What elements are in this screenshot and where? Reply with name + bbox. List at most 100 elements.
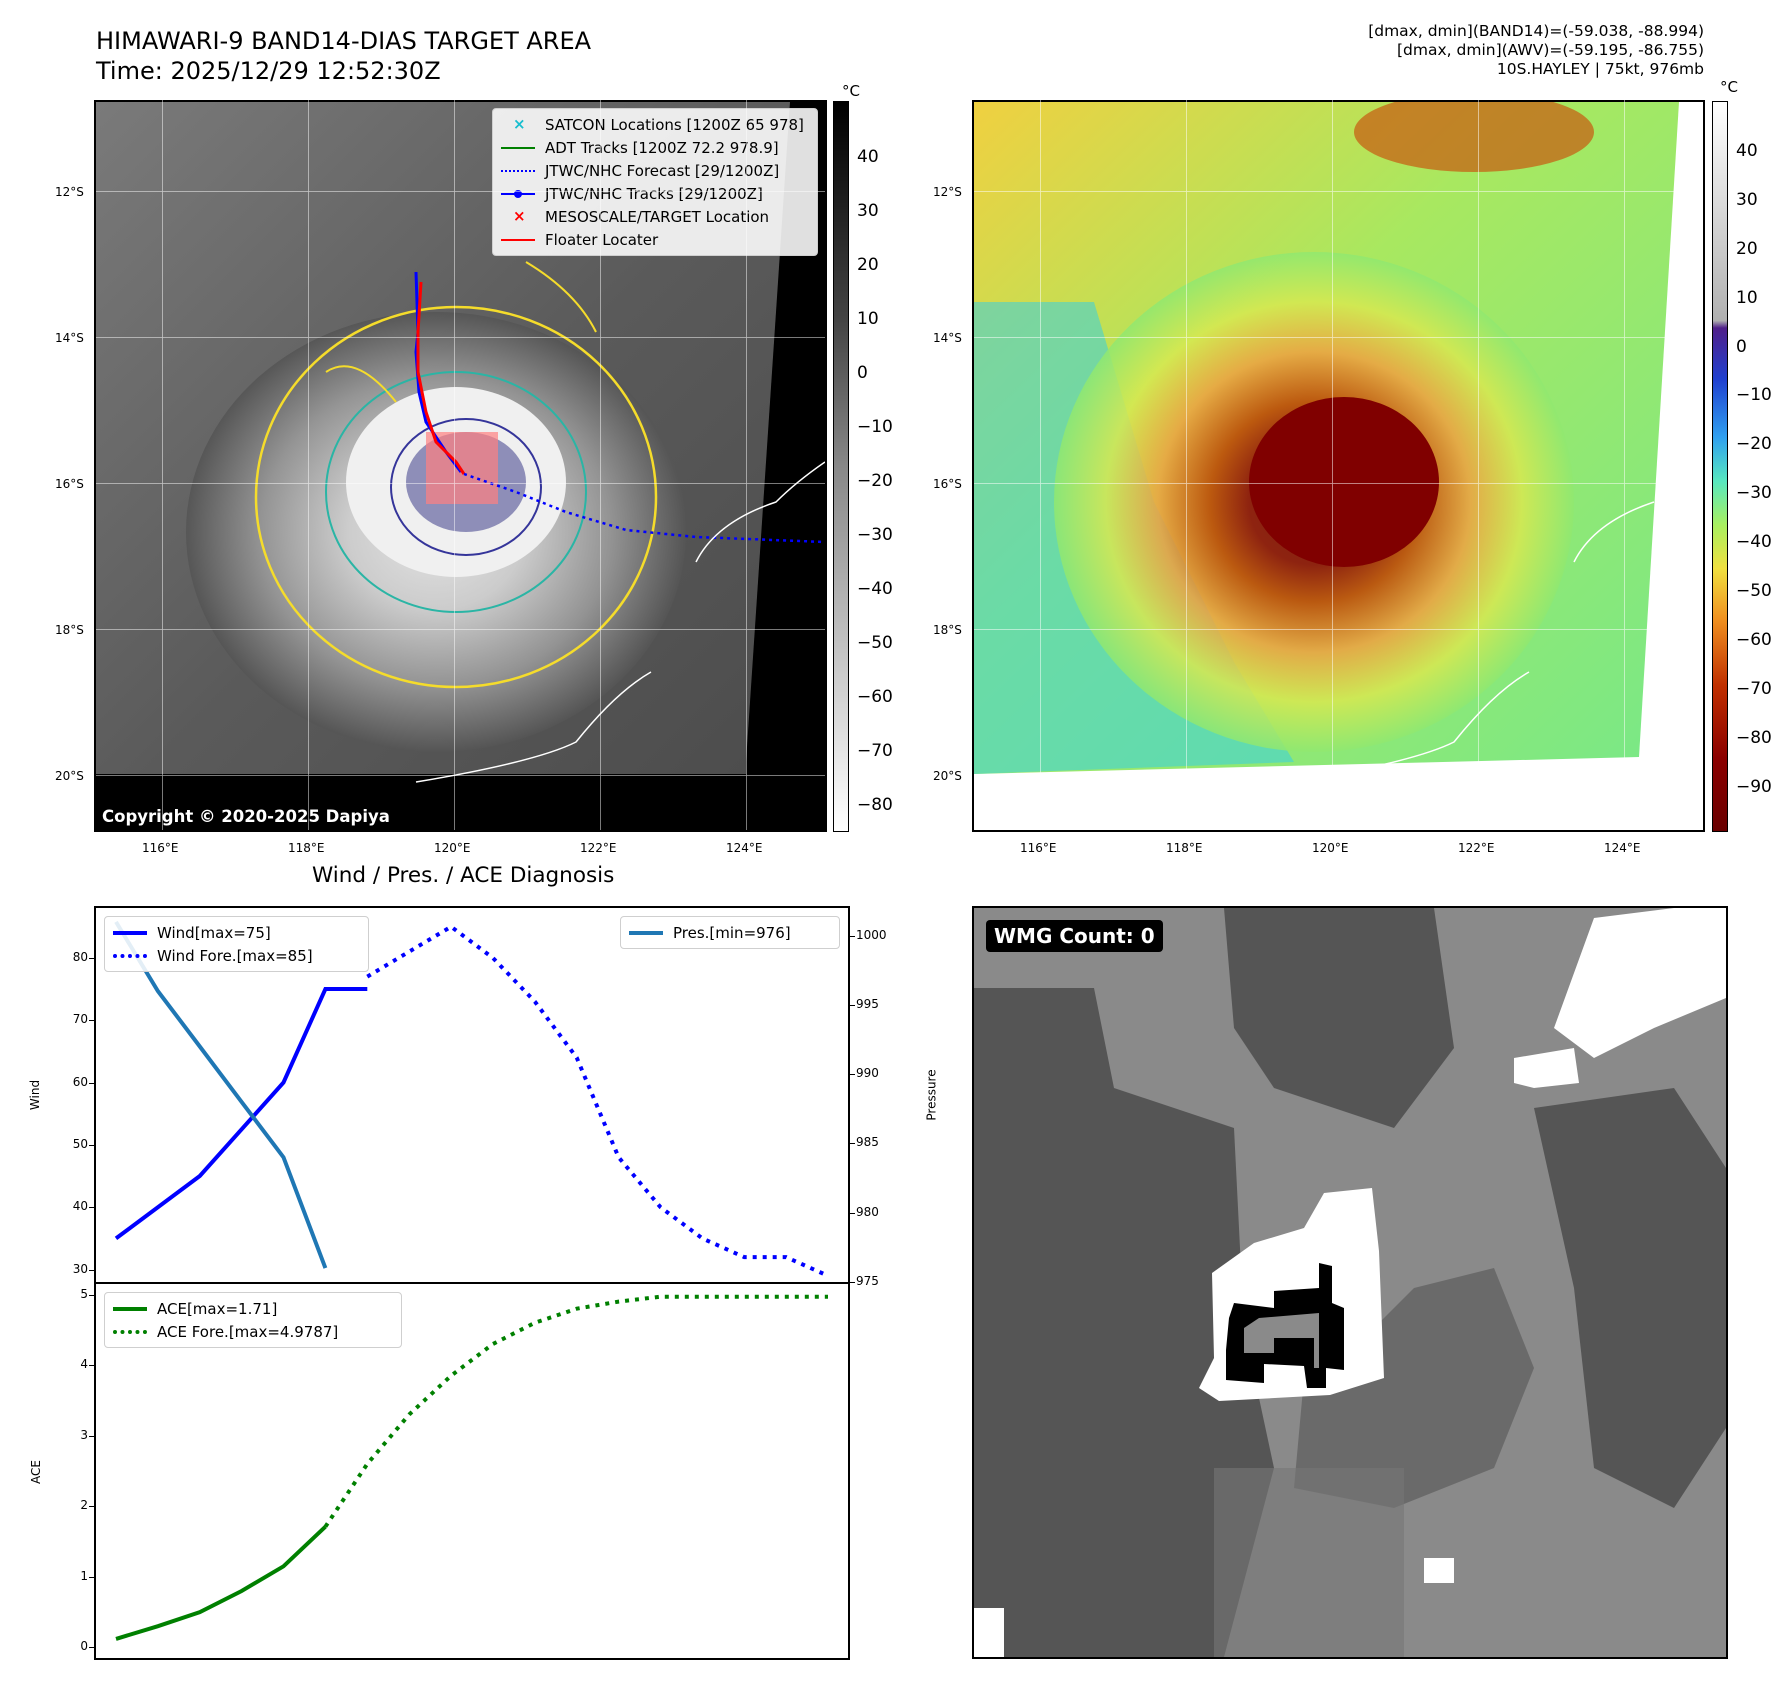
ace-series-1 — [323, 1294, 828, 1528]
cb-tick: −40 — [857, 579, 893, 599]
lat-tick: 20°S — [933, 769, 962, 783]
wind-ytick-mark — [89, 1144, 94, 1146]
pressure-ytick: 985 — [856, 1135, 879, 1150]
pressure-ytick-mark — [850, 1004, 855, 1006]
wind-ytick-mark — [89, 1269, 94, 1271]
legend-label: MESOSCALE/TARGET Location — [545, 207, 770, 226]
lon-tick: 116°E — [142, 841, 179, 855]
wind-ytick: 50 — [72, 1136, 88, 1151]
x-marker-icon: × — [513, 206, 526, 225]
legend-forecast: JTWC/NHC Forecast [29/1200Z] — [501, 159, 809, 182]
legend-floater: Floater Locater — [501, 228, 809, 251]
wind-ytick-mark — [89, 1207, 94, 1209]
cb-tick: −80 — [1736, 728, 1772, 748]
ace-ytick: 5 — [80, 1286, 88, 1301]
line-dot-marker-icon — [501, 187, 535, 201]
legend-label: Wind[max=75] — [157, 923, 271, 942]
pressure-ytick-mark — [850, 1212, 855, 1214]
gray-colorbar — [833, 101, 849, 832]
map-legend: × SATCON Locations [1200Z 65 978] ADT Tra… — [492, 108, 818, 256]
cb-tick: 20 — [857, 255, 879, 275]
line-marker-icon — [501, 233, 535, 247]
legend-label: JTWC/NHC Forecast [29/1200Z] — [545, 161, 780, 180]
cb-tick: −10 — [857, 417, 893, 437]
line-marker-icon — [629, 926, 663, 940]
wind-pressure-plot: Wind[max=75] Wind Fore.[max=85] Pres.[mi… — [94, 906, 850, 1284]
ace-ylabel: ACE — [28, 1460, 43, 1484]
ace-plot: ACE[max=1.71] ACE Fore.[max=4.9787] — [94, 1282, 850, 1660]
lon-tick: 118°E — [1166, 841, 1203, 855]
cb-tick: 40 — [857, 147, 879, 167]
cb-tick: −50 — [1736, 581, 1772, 601]
cb-tick: −50 — [857, 633, 893, 653]
wind-ytick-mark — [89, 1020, 94, 1022]
wind-pressure-svg — [114, 920, 829, 1278]
legend-mesoscale: × MESOSCALE/TARGET Location — [501, 205, 809, 228]
legend-jtwc-tracks: JTWC/NHC Tracks [29/1200Z] — [501, 182, 809, 205]
cb-tick: −80 — [857, 795, 893, 815]
pressure-ytick-mark — [850, 1143, 855, 1145]
copyright: Copyright © 2020-2025 Dapiya — [96, 803, 396, 830]
lon-tick: 120°E — [1312, 841, 1349, 855]
legend-label: Pres.[min=976] — [673, 923, 791, 942]
dotted-line-icon — [113, 1325, 147, 1339]
color-map-graphic — [974, 102, 1679, 783]
lat-tick: 14°S — [55, 331, 84, 345]
ace-series-0 — [115, 1525, 327, 1641]
cb-tick: 0 — [1736, 337, 1747, 357]
wmg-panel: WMG Count: 0 — [972, 906, 1728, 1659]
cb-tick: 10 — [857, 309, 879, 329]
cb-tick: −70 — [1736, 679, 1772, 699]
wind-ylabel: Wind — [28, 1079, 43, 1111]
lon-tick: 124°E — [1604, 841, 1641, 855]
info-block: [dmax, dmin](BAND14)=(-59.038, -88.994) … — [1368, 22, 1704, 79]
legend-label: Floater Locater — [545, 230, 659, 249]
ace-ytick: 1 — [80, 1568, 88, 1583]
legend-label: ACE[max=1.71] — [157, 1299, 278, 1318]
line-marker-icon — [113, 926, 147, 940]
lon-tick: 116°E — [1020, 841, 1057, 855]
x-marker-icon: × — [513, 114, 526, 133]
info-storm: 10S.HAYLEY | 75kt, 976mb — [1496, 60, 1704, 78]
wind-ytick-mark — [89, 1082, 94, 1084]
legend-pressure: Pres.[min=976] — [629, 921, 831, 944]
ace-ytick-mark — [89, 1576, 94, 1578]
ace-ytick-mark — [89, 1506, 94, 1508]
cb-tick: −70 — [857, 741, 893, 761]
cb-tick: 30 — [857, 201, 879, 221]
ace-ytick-mark — [89, 1365, 94, 1367]
pressure-ytick: 995 — [856, 996, 879, 1011]
cb-tick: −30 — [1736, 483, 1772, 503]
cb-tick: 20 — [1736, 239, 1758, 259]
dotted-line-icon — [501, 164, 535, 178]
cb-tick: 10 — [1736, 288, 1758, 308]
lat-tick: 12°S — [933, 185, 962, 199]
cb-tick: 40 — [1736, 141, 1758, 161]
legend-label: JTWC/NHC Tracks [29/1200Z] — [545, 184, 763, 203]
legend-ace-fore: ACE Fore.[max=4.9787] — [113, 1320, 393, 1343]
ace-ytick: 0 — [80, 1639, 88, 1654]
ace-ytick-mark — [89, 1294, 94, 1296]
wind-series-0 — [114, 987, 368, 1241]
legend-wind: Wind[max=75] — [113, 921, 360, 944]
pressure-ytick-mark — [850, 1282, 855, 1283]
ace-ytick: 2 — [80, 1498, 88, 1513]
lat-tick: 16°S — [55, 477, 84, 491]
ir-grayscale-map: Copyright © 2020-2025 Dapiya × SATCON Loc… — [94, 100, 827, 832]
pressure-ytick: 980 — [856, 1204, 879, 1219]
ace-legend: ACE[max=1.71] ACE Fore.[max=4.9787] — [104, 1292, 402, 1348]
wmg-count-label: WMG Count: 0 — [986, 920, 1163, 952]
info-awv: [dmax, dmin](AWV)=(-59.195, -86.755) — [1397, 41, 1704, 59]
pressure-ylabel: Pressure — [924, 1069, 939, 1121]
wind-ytick: 60 — [72, 1074, 88, 1089]
pressure-ytick: 975 — [856, 1274, 879, 1288]
pressure-ytick: 990 — [856, 1066, 879, 1081]
diagnosis-title: Wind / Pres. / ACE Diagnosis — [312, 863, 615, 888]
lat-tick: 12°S — [55, 185, 84, 199]
info-band14: [dmax, dmin](BAND14)=(-59.038, -88.994) — [1368, 22, 1704, 40]
pressure-ytick-mark — [850, 1074, 855, 1076]
lon-tick: 122°E — [1458, 841, 1495, 855]
ace-ytick: 3 — [80, 1427, 88, 1442]
lat-tick: 20°S — [55, 769, 84, 783]
legend-wind-fore: Wind Fore.[max=85] — [113, 944, 360, 967]
